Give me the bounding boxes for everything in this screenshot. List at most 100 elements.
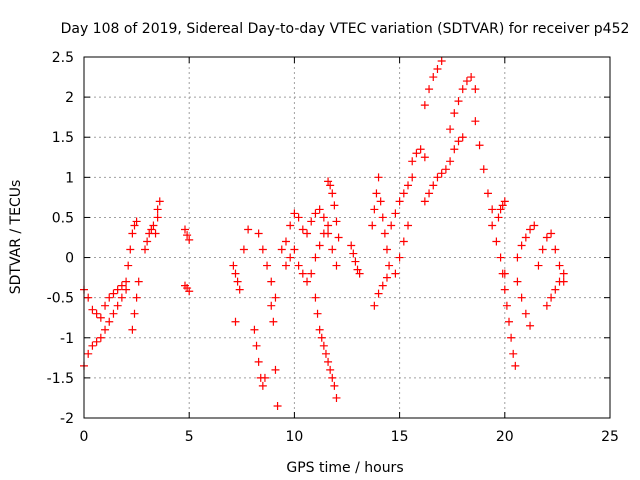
data-points: [80, 57, 568, 410]
data-point: [454, 97, 463, 106]
data-point: [303, 277, 312, 286]
data-point: [370, 205, 379, 214]
data-point: [117, 293, 126, 302]
data-point: [408, 157, 417, 166]
data-point: [551, 285, 560, 294]
series-arc24: [446, 73, 480, 134]
data-point: [391, 269, 400, 278]
data-point: [311, 293, 320, 302]
data-point: [330, 201, 339, 210]
data-point: [542, 233, 551, 242]
data-point: [450, 145, 459, 154]
chart-title: Day 108 of 2019, Sidereal Day-to-day VTE…: [61, 21, 630, 37]
data-point: [425, 85, 434, 94]
data-point: [117, 281, 126, 290]
data-point: [334, 233, 343, 242]
data-point: [462, 77, 471, 86]
data-point: [498, 201, 507, 210]
data-point: [128, 325, 137, 334]
x-tick-label: 20: [496, 429, 514, 445]
data-point: [130, 309, 139, 318]
data-point: [488, 205, 497, 214]
data-point: [252, 341, 261, 350]
data-point: [307, 269, 316, 278]
series-arc15: [324, 177, 343, 242]
series-arc30: [513, 277, 535, 330]
data-point: [263, 261, 272, 270]
x-tick-label: 0: [80, 429, 89, 445]
data-point: [273, 401, 282, 410]
data-point: [347, 241, 356, 250]
data-point: [324, 221, 333, 230]
data-point: [446, 125, 455, 134]
data-point: [374, 173, 383, 182]
data-point: [454, 137, 463, 146]
data-point: [267, 277, 276, 286]
data-point: [277, 245, 286, 254]
data-point: [547, 229, 556, 238]
plot-frame: [83, 56, 611, 419]
data-point: [326, 365, 335, 374]
data-point: [130, 221, 139, 230]
data-point: [425, 189, 434, 198]
data-point: [315, 241, 324, 250]
data-point: [330, 381, 339, 390]
data-point: [321, 349, 330, 358]
data-point: [281, 261, 290, 270]
series-arc16: [347, 241, 364, 278]
data-point: [88, 305, 97, 314]
data-point: [437, 169, 446, 178]
data-point: [258, 245, 267, 254]
data-point: [105, 317, 114, 326]
data-point: [332, 261, 341, 270]
data-point: [521, 233, 530, 242]
data-point: [404, 181, 413, 190]
x-tick-label: 5: [185, 429, 194, 445]
data-point: [433, 65, 442, 74]
series-arc9: [250, 325, 269, 390]
series-arc8: [229, 225, 253, 326]
series-arc20: [391, 221, 413, 278]
data-point: [105, 293, 114, 302]
data-point: [509, 349, 518, 358]
data-point: [355, 269, 364, 278]
y-tick-label: 2: [65, 90, 74, 106]
data-point: [502, 301, 511, 310]
data-point: [122, 285, 131, 294]
data-point: [271, 293, 280, 302]
y-axis-label: SDTVAR / TECUs: [8, 180, 24, 295]
data-point: [412, 149, 421, 158]
data-point: [458, 85, 467, 94]
data-point: [324, 177, 333, 186]
x-tick-label: 25: [601, 429, 619, 445]
data-point: [505, 317, 514, 326]
data-point: [332, 393, 341, 402]
series-arc13: [281, 221, 333, 286]
data-point: [475, 141, 484, 150]
data-point: [429, 73, 438, 82]
series-arc28: [498, 269, 520, 370]
data-point: [370, 301, 379, 310]
data-point: [433, 173, 442, 182]
data-point: [328, 373, 337, 382]
data-point: [147, 225, 156, 234]
data-point: [180, 225, 189, 234]
data-point: [500, 285, 509, 294]
data-point: [458, 133, 467, 142]
data-point: [538, 245, 547, 254]
data-point: [254, 357, 263, 366]
series-arc17: [368, 173, 394, 270]
series-arc27: [494, 197, 509, 222]
series-arc26: [488, 221, 509, 278]
y-tick-label: 1.5: [52, 130, 74, 146]
data-point: [547, 293, 556, 302]
data-point: [113, 301, 122, 310]
series-arc19: [387, 173, 417, 230]
data-point: [92, 309, 101, 318]
series-arc10: [254, 229, 280, 302]
data-point: [441, 165, 450, 174]
data-point: [290, 245, 299, 254]
data-point: [84, 293, 93, 302]
data-point: [185, 287, 194, 296]
